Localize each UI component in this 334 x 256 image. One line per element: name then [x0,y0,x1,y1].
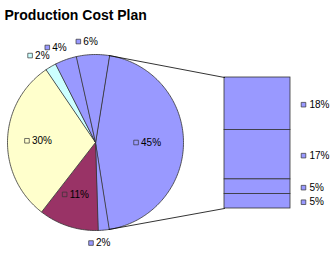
svg-text:17%: 17% [310,150,330,161]
svg-text:18%: 18% [310,99,330,110]
svg-text:6%: 6% [83,36,98,47]
svg-text:5%: 5% [310,196,325,207]
svg-text:Production Cost Plan: Production Cost Plan [5,7,147,23]
svg-text:2%: 2% [35,50,50,61]
svg-text:11%: 11% [70,189,89,200]
svg-text:4%: 4% [52,42,67,53]
svg-text:2%: 2% [96,237,111,248]
svg-text:30%: 30% [32,135,52,146]
svg-text:45%: 45% [141,137,161,148]
svg-text:5%: 5% [310,182,325,193]
